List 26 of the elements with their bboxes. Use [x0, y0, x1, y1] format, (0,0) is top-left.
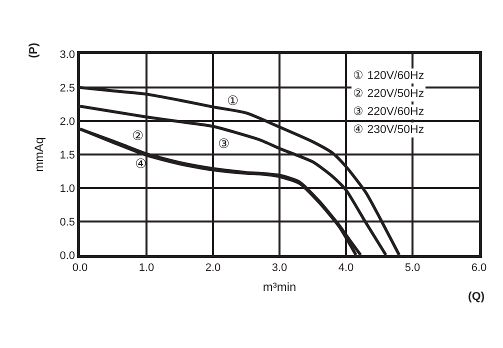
annotation: ③	[218, 136, 230, 151]
y-tick-label: 3.0	[60, 48, 76, 61]
y-tick-label: 0.0	[60, 250, 76, 262]
annotation: ①	[227, 93, 239, 108]
x-tick-label: 0.0	[72, 262, 88, 274]
x-tick-label: 4.0	[338, 262, 354, 274]
x-tick-label: 6.0	[471, 262, 487, 274]
annotation: ②	[132, 128, 144, 143]
annotation: ② 220V/50Hz	[353, 88, 424, 100]
y-tick-label: 1.5	[60, 149, 76, 162]
y-tick-label: 2.5	[60, 82, 76, 94]
annotation: ① 120V/60Hz	[353, 70, 424, 82]
x-axis-title: m³min	[262, 280, 296, 294]
text: (Q)	[468, 291, 485, 303]
x-tick-label: 1.0	[138, 262, 154, 274]
x-tick-label: 5.0	[404, 262, 420, 274]
x-tick-label: 2.0	[205, 262, 221, 274]
y-axis-title: mmAq	[32, 137, 46, 172]
text: (P)	[28, 42, 40, 58]
annotation: ④	[135, 156, 147, 171]
x-tick-label: 3.0	[272, 262, 288, 274]
y-tick-label: 2.0	[60, 116, 76, 128]
y-tick-label: 1.0	[60, 182, 76, 195]
annotation: ③ 220V/60Hz	[353, 106, 424, 118]
y-tick-label: 0.5	[60, 216, 76, 228]
annotation: ④ 230V/50Hz	[353, 124, 424, 136]
